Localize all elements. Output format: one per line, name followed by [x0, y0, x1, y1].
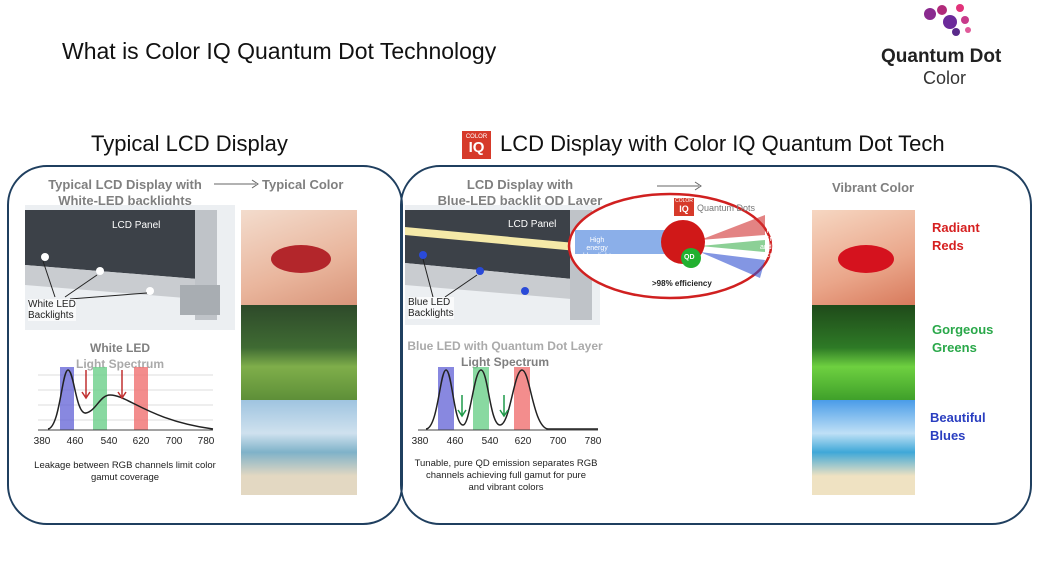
led-label: White LED Backlights	[28, 299, 76, 321]
photo-lips	[241, 210, 357, 305]
text-line: channels achieving full gamut for pure	[425, 470, 586, 481]
spectrum-plot	[418, 367, 598, 431]
axis-tick: 380	[33, 436, 51, 447]
lcd-illustration	[405, 205, 600, 325]
text-line: Greens	[932, 340, 977, 355]
text-line: Beautiful	[930, 410, 986, 425]
heading: Typical LCD Display	[91, 131, 288, 156]
efficiency: >98% efficiency	[652, 279, 712, 288]
text-line: LCD Display with	[466, 177, 574, 192]
axis-tick: 380	[411, 436, 429, 447]
arrow-label: Typical Color	[262, 177, 344, 192]
text-line: Red,	[766, 228, 782, 235]
color-label: Gorgeous Greens	[932, 321, 993, 357]
photo-beach	[812, 400, 915, 495]
axis-tick: 460	[66, 436, 84, 447]
spectrum-title: Blue LED with Quantum Dot Layer Light Sp…	[405, 338, 605, 370]
text-line: Leakage between RGB channels limit color	[34, 460, 216, 471]
badge-text: COLOR	[675, 198, 693, 204]
axis-tick: 700	[165, 436, 183, 447]
photo-golf	[812, 305, 915, 400]
arrow	[657, 181, 702, 191]
axis-tick: 620	[132, 436, 150, 447]
axis-tick: 460	[446, 436, 464, 447]
zoom-output: Red, Green and Blue color	[760, 228, 788, 260]
color-label: Radiant Reds	[932, 219, 980, 255]
photo-lips	[812, 210, 915, 305]
logo-text: Color	[923, 68, 967, 88]
badge: COLOR IQ	[462, 131, 491, 159]
text-line: Typical LCD Display with	[48, 177, 202, 192]
lips	[271, 245, 331, 273]
text-line: High	[589, 237, 605, 244]
text-line: Radiant	[932, 220, 980, 235]
text-line: Light Spectrum	[460, 355, 549, 369]
text-line: Blue LED	[408, 297, 451, 308]
photo-golf	[241, 305, 357, 400]
panel-box	[400, 165, 1032, 525]
heading: LCD Display with Color IQ Quantum Dot Te…	[500, 131, 945, 156]
text-line: and Blue	[760, 244, 788, 251]
badge: COLOR IQ	[674, 198, 694, 216]
text-line: Backlights	[408, 308, 454, 319]
logo-dots	[924, 4, 971, 36]
badge-text: IQ	[468, 139, 485, 156]
caption: Leakage between RGB channels limit color…	[25, 460, 225, 484]
qd-dot: QD	[684, 254, 695, 261]
photo-beach	[241, 400, 357, 495]
axis-tick: 700	[549, 436, 567, 447]
text-line: Backlights	[28, 310, 74, 321]
text-line: Blues	[930, 428, 966, 443]
lcd-illustration	[25, 205, 235, 330]
panel-label: LCD Panel	[112, 220, 161, 231]
axis-tick: 540	[481, 436, 499, 447]
axis-tick: 780	[584, 436, 602, 447]
led-label: Blue LED Backlights	[408, 297, 454, 319]
badge-text: IQ	[679, 204, 689, 214]
arrow-label: Vibrant Color	[832, 180, 915, 195]
zoom-input: High energy blue light	[583, 237, 611, 261]
text-line: Tunable, pure QD emission separates RGB	[414, 458, 598, 469]
diagram-title: Typical LCD Display with White-LED backl…	[40, 177, 210, 209]
zoom-ellipse	[567, 192, 773, 300]
text-line: White LED	[28, 299, 76, 310]
diagram-title: LCD Display with Blue-LED backlit QD Lay…	[430, 177, 610, 209]
axis-tick: 540	[100, 436, 118, 447]
axis-tick: 780	[197, 436, 215, 447]
text-line: White-LED backlights	[58, 193, 192, 208]
badge-text: COLOR	[465, 134, 488, 140]
panel-label: LCD Panel	[508, 219, 557, 230]
spectrum-plot	[38, 367, 214, 431]
text-line: and vibrant colors	[468, 482, 544, 493]
text-line: Blue-LED backlit QD Layer	[437, 193, 603, 208]
text-line: energy	[586, 245, 608, 252]
slide-title: What is Color IQ Quantum Dot Technology	[62, 38, 497, 64]
axis-tick: 620	[514, 436, 532, 447]
text-line: Gorgeous	[932, 322, 994, 337]
panel-box	[7, 165, 403, 525]
arrow	[214, 179, 259, 189]
text-line: Reds	[932, 238, 964, 253]
zoom-label: Quantum Dots	[697, 203, 756, 213]
text-line: White LED	[90, 341, 150, 355]
text-line: color	[766, 252, 782, 259]
caption: Tunable, pure QD emission separates RGB …	[400, 458, 612, 494]
lips	[838, 245, 894, 273]
logo-text: Quantum Dot	[881, 46, 1002, 67]
text-line: Blue LED with Quantum Dot Layer	[407, 339, 603, 353]
color-label: Beautiful Blues	[930, 409, 986, 445]
text-line: gamut coverage	[90, 472, 160, 483]
text-line: Green	[764, 236, 784, 243]
text-line: blue light	[583, 253, 612, 260]
